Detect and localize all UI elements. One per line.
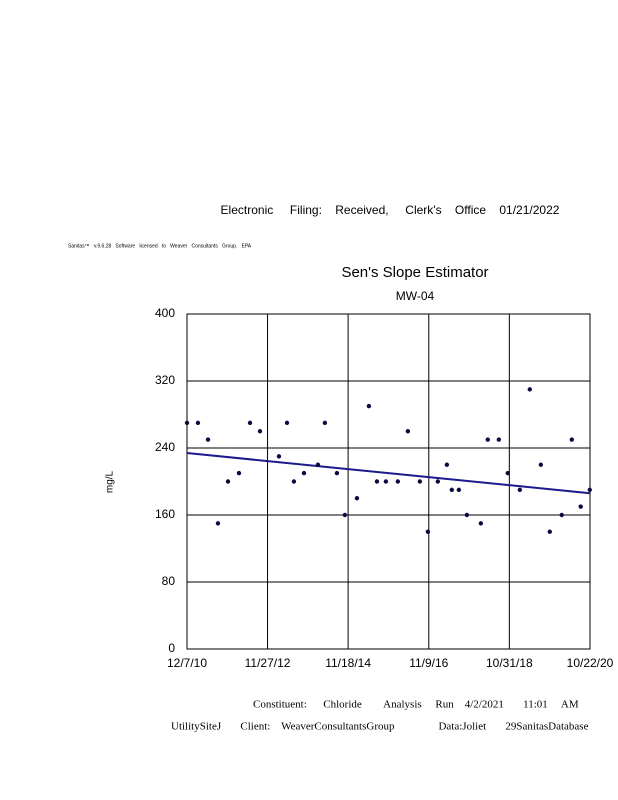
x-tick-label: 10/31/18 <box>486 656 533 670</box>
data-point <box>478 521 484 526</box>
data-point <box>236 470 242 476</box>
y-tick-label: 0 <box>168 641 175 655</box>
y-tick-label: 400 <box>155 306 175 320</box>
data-point <box>456 487 462 493</box>
data-point <box>435 479 441 484</box>
data-point <box>527 387 532 392</box>
data-point <box>405 429 411 434</box>
data-point <box>496 437 502 442</box>
data-point <box>505 470 510 476</box>
data-point <box>559 512 564 518</box>
data-point <box>366 403 372 409</box>
x-tick-label: 12/7/10 <box>167 656 207 670</box>
data-point <box>184 420 190 426</box>
filing-header: Electronic Filing: Received, Clerk's Off… <box>221 203 560 217</box>
data-point <box>587 487 592 493</box>
data-point <box>301 470 307 476</box>
data-point <box>334 470 340 476</box>
data-point <box>315 462 321 467</box>
trend-line <box>186 452 591 495</box>
data-point <box>322 420 328 426</box>
data-point <box>538 462 544 467</box>
x-tick-label: 11/27/12 <box>245 656 291 670</box>
data-point <box>276 454 282 459</box>
data-point <box>464 512 470 518</box>
y-tick-label: 240 <box>155 440 175 454</box>
x-tick-label: 10/22/20 <box>567 656 614 670</box>
data-point <box>215 521 221 526</box>
y-tick-label: 80 <box>162 574 176 588</box>
data-point <box>444 462 450 467</box>
data-point <box>195 420 201 426</box>
data-point <box>383 479 389 484</box>
footer-line: UtilitySiteJ Client: WeaverConsultantsGr… <box>171 721 589 733</box>
x-tick-label: 11/9/16 <box>409 656 448 670</box>
chart-title: Sen's Slope Estimator <box>341 264 488 281</box>
data-point <box>284 420 290 426</box>
chart-subtitle: MW-04 <box>396 289 435 303</box>
data-point <box>485 437 490 442</box>
data-point <box>342 512 348 518</box>
data-point <box>417 479 423 484</box>
y-axis-label: mg/L <box>105 470 116 493</box>
data-point <box>205 437 211 442</box>
plot-frame <box>186 313 591 650</box>
footer-line: Constituent: Chloride Analysis Run 4/2/2… <box>253 699 579 711</box>
data-point <box>291 479 297 484</box>
y-tick-label: 320 <box>155 373 175 387</box>
data-point <box>517 487 523 493</box>
data-point <box>225 479 231 484</box>
x-tick-label: 11/18/14 <box>325 656 371 670</box>
data-point <box>374 479 380 484</box>
data-point <box>569 437 574 442</box>
software-note: Sanitas™ v.9.6.28 Software licensed to W… <box>68 243 252 249</box>
data-point <box>247 420 253 426</box>
data-point <box>547 529 552 534</box>
data-point <box>578 504 583 509</box>
data-point <box>449 487 454 493</box>
data-point <box>425 529 431 534</box>
y-tick-label: 160 <box>155 507 175 521</box>
data-point <box>354 496 360 501</box>
data-point <box>395 479 401 484</box>
data-point <box>257 429 263 434</box>
